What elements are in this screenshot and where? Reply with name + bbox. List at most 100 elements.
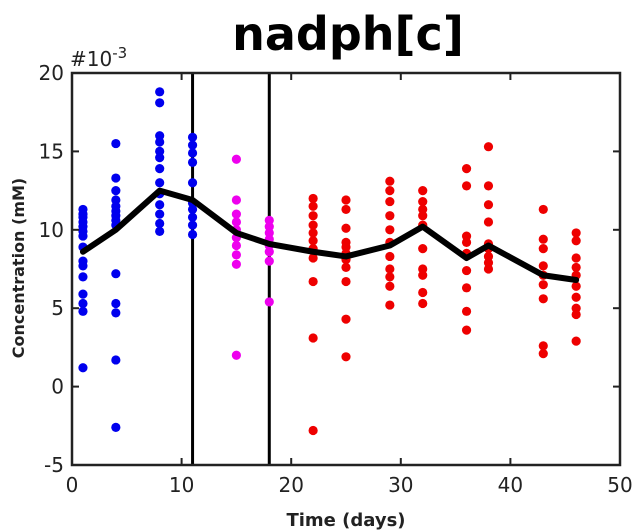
- data-point-red: [385, 272, 395, 282]
- data-point-blue: [78, 272, 88, 282]
- data-point-blue: [155, 164, 165, 174]
- data-point-magenta: [231, 350, 241, 360]
- data-point-red: [385, 300, 395, 310]
- data-point-red: [461, 265, 472, 276]
- data-point-red: [385, 225, 395, 235]
- data-point-blue: [187, 157, 198, 167]
- data-point-red: [385, 281, 395, 291]
- data-point-blue: [187, 212, 198, 222]
- data-point-red: [341, 223, 351, 233]
- data-point-red: [308, 425, 318, 436]
- data-point-blue: [155, 209, 165, 219]
- data-point-blue: [78, 298, 88, 309]
- data-point-red: [385, 264, 395, 274]
- data-point-blue: [187, 229, 198, 240]
- data-point-red: [461, 325, 472, 335]
- data-point-red: [385, 196, 395, 207]
- data-point-blue: [78, 231, 88, 241]
- data-point-blue: [155, 226, 165, 236]
- data-point-blue: [155, 218, 165, 229]
- data-point-red: [461, 306, 472, 316]
- data-point-red: [483, 200, 494, 210]
- data-point-magenta: [231, 240, 241, 251]
- data-point-blue: [187, 140, 198, 150]
- data-point-red: [385, 176, 395, 186]
- data-point-blue: [187, 178, 198, 188]
- data-point-magenta: [231, 195, 241, 205]
- data-point-red: [418, 244, 428, 254]
- data-point-red: [418, 298, 428, 309]
- data-point-red: [341, 195, 351, 205]
- x-tick-label: 10: [169, 473, 194, 497]
- data-point-red: [385, 186, 395, 196]
- data-point-red: [538, 341, 548, 351]
- data-point-blue: [155, 87, 165, 97]
- data-point-red: [461, 283, 472, 293]
- x-tick-label: 30: [388, 473, 413, 497]
- data-point-magenta: [264, 297, 274, 307]
- mean-line: [79, 187, 580, 283]
- data-point-red: [308, 201, 318, 211]
- x-axis-label: Time (days): [286, 510, 405, 531]
- x-tick-label: 20: [278, 473, 303, 497]
- data-point-blue: [111, 308, 121, 318]
- data-point-magenta: [231, 209, 241, 219]
- data-point-magenta: [264, 247, 274, 257]
- data-point-red: [571, 336, 581, 346]
- data-point-red: [341, 262, 351, 273]
- data-point-red: [341, 314, 351, 324]
- data-point-blue: [111, 269, 121, 279]
- data-point-red: [308, 193, 318, 204]
- y-tick-label: 0: [51, 375, 64, 399]
- data-point-red: [538, 280, 548, 290]
- data-point-blue: [187, 204, 198, 215]
- data-point-red: [483, 181, 494, 191]
- data-point-magenta: [231, 154, 241, 164]
- x-tick-label: 40: [498, 473, 523, 497]
- data-point-blue: [78, 261, 88, 271]
- data-point-red: [308, 276, 318, 287]
- data-point-red: [341, 204, 351, 215]
- data-point-red: [538, 349, 548, 359]
- data-point-red: [461, 164, 472, 174]
- data-point-red: [571, 262, 581, 273]
- data-point-red: [571, 309, 581, 320]
- data-point-red: [308, 220, 318, 230]
- data-point-blue: [187, 148, 198, 158]
- y-multiplier: #10-3: [70, 44, 127, 71]
- x-tick-label: 0: [66, 473, 79, 497]
- data-point-red: [341, 352, 351, 362]
- y-multiplier-exponent: -3: [112, 44, 127, 62]
- data-point-red: [483, 264, 494, 274]
- data-point-magenta: [231, 217, 241, 227]
- data-point-blue: [155, 98, 165, 108]
- data-point-red: [538, 244, 548, 254]
- data-point-red: [571, 292, 581, 302]
- y-multiplier-base: #10: [70, 47, 112, 71]
- data-point-red: [418, 287, 428, 298]
- data-point-red: [418, 211, 428, 221]
- y-tick-label: 5: [51, 296, 64, 320]
- y-tick-label: 20: [39, 61, 64, 85]
- x-tick-label: 50: [607, 473, 632, 497]
- data-point-red: [538, 204, 548, 215]
- y-tick-label: 10: [39, 218, 64, 242]
- data-point-red: [538, 234, 548, 244]
- data-point-red: [308, 211, 318, 221]
- data-point-blue: [111, 173, 121, 183]
- data-point-magenta: [231, 259, 241, 269]
- data-point-red: [571, 236, 581, 246]
- data-point-blue: [187, 132, 198, 142]
- data-point-red: [341, 276, 351, 287]
- y-tick-label: 15: [39, 139, 64, 163]
- data-point-blue: [155, 200, 165, 210]
- data-point-red: [571, 253, 581, 263]
- data-point-magenta: [231, 250, 241, 260]
- data-point-red: [538, 261, 548, 271]
- axes-frame: [70, 71, 622, 467]
- data-point-blue: [155, 178, 165, 188]
- y-tick-label: -5: [44, 453, 64, 477]
- data-point-blue: [111, 298, 121, 309]
